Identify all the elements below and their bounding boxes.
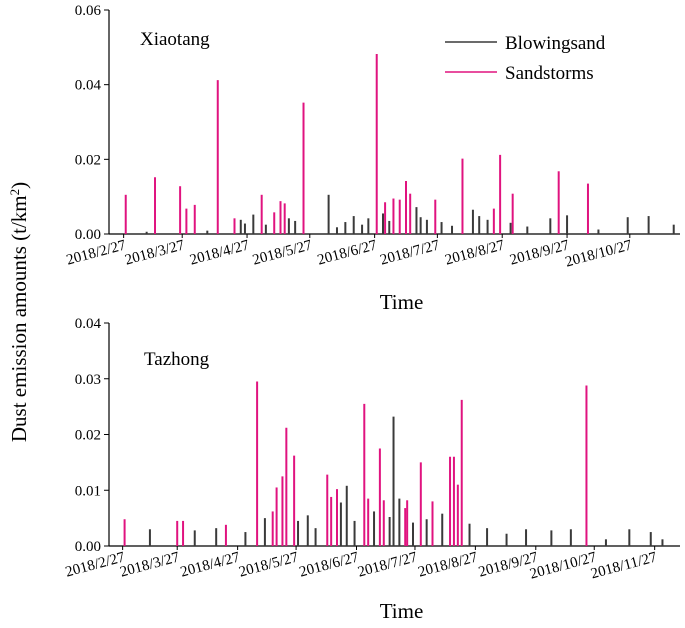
tazhong-panel: 0.000.010.020.030.042018/2/272018/3/2720… bbox=[64, 316, 680, 623]
x-tick-label: 2018/6/27 bbox=[316, 237, 379, 268]
x-axis-title: Time bbox=[380, 599, 424, 623]
x-tick-label: 2018/11/27 bbox=[589, 549, 659, 582]
panel-title: Tazhong bbox=[144, 349, 210, 370]
y-tick-label: 0.04 bbox=[75, 316, 102, 332]
x-tick-label: 2018/6/27 bbox=[298, 549, 361, 580]
y-tick-label: 0.02 bbox=[75, 152, 101, 168]
y-tick-label: 0.06 bbox=[75, 3, 102, 19]
y-tick-label: 0.00 bbox=[75, 539, 101, 555]
x-tick-label: 2018/4/27 bbox=[188, 237, 251, 268]
legend: Blowingsand Sandstorms bbox=[445, 33, 606, 84]
y-tick-label: 0.04 bbox=[75, 78, 102, 94]
x-tick-label: 2018/5/27 bbox=[237, 549, 300, 580]
legend-label-blowingsand: Blowingsand bbox=[505, 33, 606, 54]
legend-label-sandstorms: Sandstorms bbox=[505, 63, 594, 84]
y-axis-title-main: Dust emission amounts (t/km bbox=[7, 195, 31, 442]
x-tick-label: 2018/8/27 bbox=[443, 237, 506, 268]
x-tick-label: 2018/5/27 bbox=[251, 237, 314, 268]
y-axis-title-superscript: 2 bbox=[7, 189, 22, 196]
x-tick-label: 2018/8/27 bbox=[416, 549, 479, 580]
panel-title: Xiaotang bbox=[140, 29, 210, 50]
x-tick-label: 2018/10/27 bbox=[528, 549, 599, 582]
y-tick-label: 0.00 bbox=[75, 227, 101, 243]
y-axis-title: Dust emission amounts (t/km2) bbox=[7, 182, 32, 442]
x-tick-label: 2018/3/27 bbox=[123, 237, 186, 268]
x-tick-label: 2018/7/27 bbox=[356, 549, 419, 580]
x-tick-label: 2018/9/27 bbox=[508, 237, 571, 268]
y-tick-label: 0.01 bbox=[75, 483, 101, 499]
x-tick-label: 2018/7/27 bbox=[379, 237, 442, 268]
y-axis-title-end: ) bbox=[7, 182, 31, 189]
x-tick-label: 2018/4/27 bbox=[179, 549, 242, 580]
y-tick-label: 0.03 bbox=[75, 372, 101, 388]
x-tick-label: 2018/10/27 bbox=[564, 237, 635, 270]
x-tick-label: 2018/3/27 bbox=[118, 549, 181, 580]
y-tick-label: 0.02 bbox=[75, 428, 101, 444]
x-axis-title: Time bbox=[380, 290, 424, 314]
